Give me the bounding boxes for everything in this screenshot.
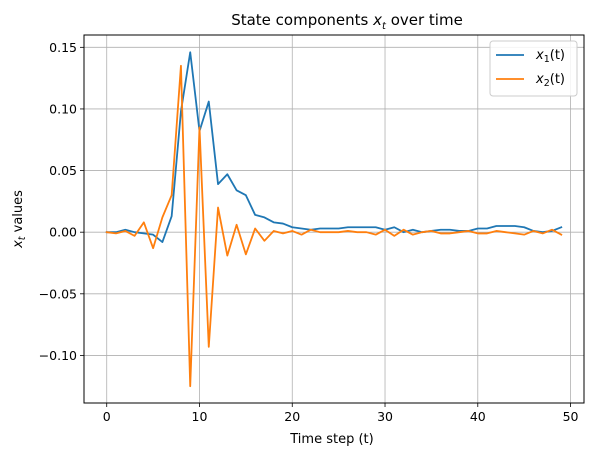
y-axis-label: xt values bbox=[11, 190, 28, 249]
x-tick-label: 10 bbox=[192, 409, 208, 424]
legend-label-x1-suffix: (t) bbox=[550, 48, 565, 63]
x-tick-label: 40 bbox=[470, 409, 486, 424]
y-axis-label-math: x bbox=[11, 240, 26, 249]
y-tick-label: 0.05 bbox=[49, 163, 77, 178]
x-axis-ticks: 0 10 20 30 40 50 bbox=[103, 403, 579, 424]
legend-label-x1-base: x bbox=[535, 48, 544, 63]
chart-title-math: x bbox=[372, 11, 382, 29]
chart-title: State components xt over time bbox=[231, 11, 463, 32]
x-tick-label: 20 bbox=[284, 409, 300, 424]
y-tick-label: −0.05 bbox=[39, 286, 77, 301]
x-tick-label: 30 bbox=[377, 409, 393, 424]
series-layer bbox=[105, 51, 563, 388]
chart-title-math-sub: t bbox=[382, 21, 387, 32]
plot-frame bbox=[83, 34, 585, 404]
y-axis-label-suffix: values bbox=[11, 190, 26, 237]
y-tick-label: 0.15 bbox=[49, 40, 77, 55]
legend-label-x1: x1(t) bbox=[535, 48, 565, 65]
y-tick-label: 0.10 bbox=[49, 101, 77, 116]
legend-label-x1-sub: 1 bbox=[544, 54, 550, 65]
legend-label-x2-suffix: (t) bbox=[550, 72, 565, 87]
chart-title-prefix: State components bbox=[231, 11, 373, 29]
y-tick-label: 0.00 bbox=[49, 225, 77, 240]
x-axis-label: Time step (t) bbox=[289, 432, 373, 447]
series-line-x2 bbox=[105, 64, 563, 388]
legend-label-x2-sub: 2 bbox=[544, 78, 550, 89]
x-tick-label: 50 bbox=[563, 409, 579, 424]
y-axis-label-math-sub: t bbox=[17, 235, 28, 240]
x-tick-label: 0 bbox=[103, 409, 111, 424]
chart-title-suffix: over time bbox=[386, 11, 463, 29]
legend-label-x2: x2(t) bbox=[535, 72, 565, 89]
y-tick-label: −0.10 bbox=[39, 348, 77, 363]
legend-label-x2-base: x bbox=[535, 72, 544, 87]
y-axis-ticks: −0.10 −0.05 0.00 0.05 0.10 0.15 bbox=[39, 40, 84, 363]
legend: x1(t) x2(t) bbox=[489, 40, 578, 97]
